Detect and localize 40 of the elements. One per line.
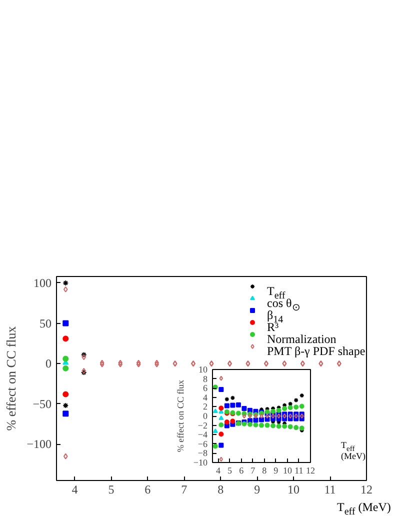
x-axis-title: T$_{eff}$ (MeV) xyxy=(337,500,391,516)
y-tick-label: −10 xyxy=(193,458,208,468)
x-tick-label: 7 xyxy=(250,466,256,476)
y-tick-label: 0 xyxy=(203,411,208,421)
legend-label: Normalization xyxy=(267,332,338,346)
x-tick-label: 11 xyxy=(324,482,336,496)
y-tick-label: 0 xyxy=(46,356,52,371)
y-tick-label: 8 xyxy=(203,374,208,384)
x-tick-label: 9 xyxy=(274,466,279,476)
x-tick-label: 9 xyxy=(254,482,260,496)
y-tick-label: −6 xyxy=(198,438,208,449)
x-axis-title: T$_{eff}$ (MeV) xyxy=(341,440,366,462)
y-tick-label: −8 xyxy=(198,448,208,458)
x-tick-label: 5 xyxy=(228,466,233,476)
x-tick-label: 8 xyxy=(218,482,224,496)
y-tick-label: 100 xyxy=(34,276,52,290)
x-tick-label: 4 xyxy=(72,482,78,496)
y-tick-label: 6 xyxy=(203,383,208,394)
y-tick-label: 2 xyxy=(203,402,208,412)
x-tick-label: 5 xyxy=(108,482,114,496)
y-tick-label: 10 xyxy=(198,364,208,374)
y-tick-label: −2 xyxy=(198,420,208,430)
y-tick-label: −100 xyxy=(26,437,52,452)
x-tick-label: 11 xyxy=(294,466,304,476)
x-tick-label: 10 xyxy=(288,482,300,496)
x-tick-label: 10 xyxy=(282,466,292,476)
x-tick-label: 12 xyxy=(306,466,315,476)
x-tick-label: 8 xyxy=(262,466,268,476)
y-tick-label: 4 xyxy=(203,392,208,402)
x-tick-label: 4 xyxy=(216,466,222,476)
x-tick-label: 7 xyxy=(181,482,188,496)
x-tick-label: 6 xyxy=(144,482,151,496)
y-tick-label: −50 xyxy=(32,396,52,411)
y-tick-label: 50 xyxy=(40,316,52,330)
x-tick-label: 6 xyxy=(239,466,244,476)
x-tick-label: 12 xyxy=(360,482,372,496)
legend-label: PMT β-γ PDF shape xyxy=(267,344,366,358)
y-axis-title: % effect on CC flux xyxy=(175,379,186,452)
y-axis-title: % effect on CC flux xyxy=(4,326,19,431)
y-tick-label: −4 xyxy=(198,430,208,440)
